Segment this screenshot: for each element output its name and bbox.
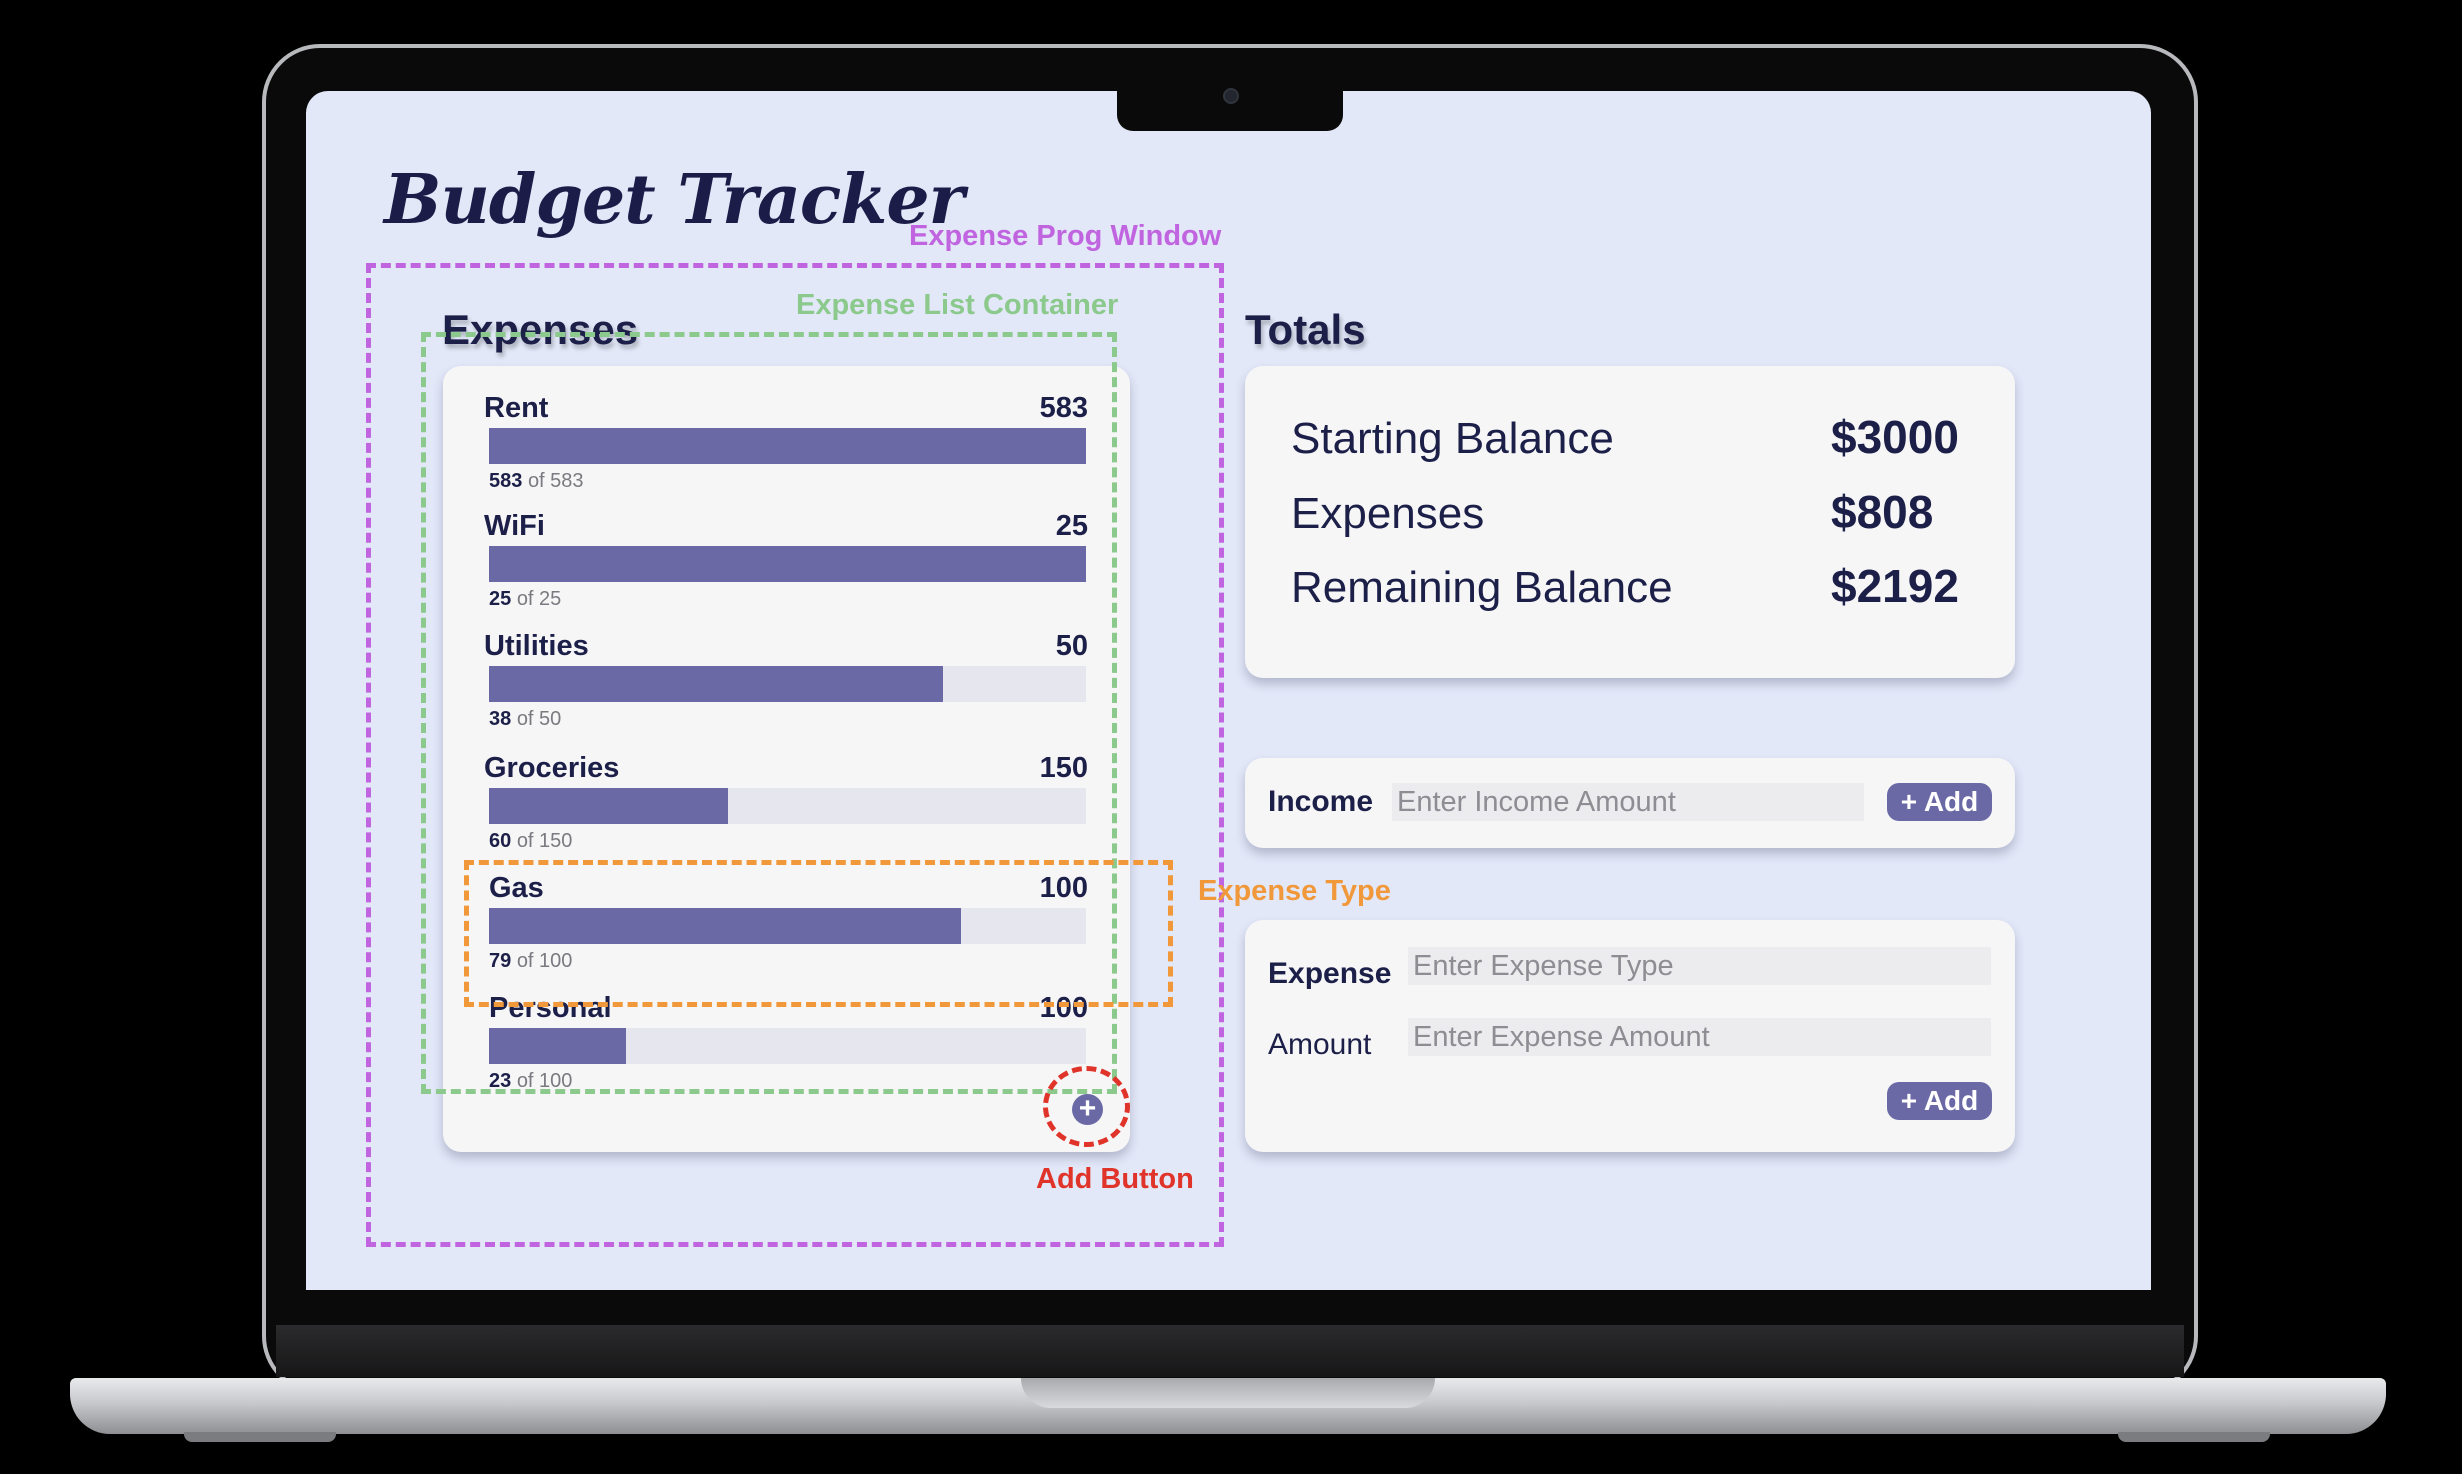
laptop-foot-left: [184, 1432, 336, 1442]
laptop-chin: [276, 1325, 2184, 1377]
expense-progress-text: 79 of 100: [489, 950, 572, 973]
expense-budget: 50: [1055, 630, 1088, 662]
expense-of-total: of 50: [516, 708, 562, 730]
expense-budget: 100: [1039, 992, 1088, 1024]
app-title: Budget Tracker: [384, 160, 965, 240]
expenses-total-value: $808: [1831, 486, 1934, 538]
expense-spent: 23: [489, 1070, 512, 1092]
expense-name: Utilities: [484, 630, 589, 662]
income-label: Income: [1268, 785, 1374, 818]
expense-prog-window-label: Expense Prog Window: [909, 220, 1222, 252]
expense-progress-text: 60 of 150: [489, 830, 572, 853]
expense-progress-text: 25 of 25: [489, 588, 561, 611]
expense-type-outline: [464, 860, 1173, 1007]
expense-list-container-label: Expense List Container: [796, 289, 1119, 321]
expense-spent: 25: [489, 588, 512, 610]
expense-of-total: of 100: [516, 1070, 573, 1092]
expense-name: Gas: [489, 872, 544, 904]
expenses-total-row: Expenses $808: [1291, 486, 1977, 549]
laptop-opening-notch: [1021, 1378, 1435, 1408]
expense-spent: 60: [489, 830, 512, 852]
add-button-annotation-label: Add Button: [1036, 1163, 1194, 1195]
expense-spent: 38: [489, 708, 512, 730]
expense-amount-label: Amount: [1268, 1028, 1372, 1061]
expense-progress-bar: [489, 1028, 1086, 1064]
starting-balance-label: Starting Balance: [1291, 414, 1614, 463]
remaining-balance-value: $2192: [1831, 560, 1959, 612]
expense-budget: 150: [1039, 752, 1088, 784]
add-expense-form-button[interactable]: + Add: [1887, 1082, 1992, 1120]
expense-of-total: of 583: [527, 470, 584, 492]
expense-list-card: [443, 366, 1130, 1152]
expense-name: WiFi: [484, 510, 545, 542]
expense-type-input[interactable]: [1408, 947, 1991, 985]
expense-spent: 583: [489, 470, 523, 492]
totals-title: Totals: [1245, 306, 1366, 353]
expense-budget: 25: [1055, 510, 1088, 542]
expense-of-total: of 25: [516, 588, 562, 610]
expense-progress-bar: [489, 666, 1086, 702]
expense-progress-text: 583 of 583: [489, 470, 584, 493]
remaining-balance-row: Remaining Balance $2192: [1291, 560, 1977, 623]
starting-balance-row: Starting Balance $3000: [1291, 411, 1977, 474]
expense-progress-fill: [489, 546, 1086, 582]
add-button-outline: [1043, 1066, 1130, 1147]
starting-balance-value: $3000: [1831, 411, 1959, 463]
expense-of-total: of 100: [516, 950, 573, 972]
expense-amount-input[interactable]: [1408, 1018, 1991, 1056]
expense-name: Personal: [489, 992, 612, 1024]
income-amount-input[interactable]: [1392, 783, 1864, 821]
expense-prog-window-outline: [366, 263, 1224, 1247]
expenses-title: Expenses: [442, 306, 639, 353]
expense-budget: 583: [1039, 392, 1088, 424]
expenses-total-label: Expenses: [1291, 489, 1485, 538]
camera-icon: [1223, 88, 1239, 104]
expense-progress-fill: [489, 788, 728, 824]
expense-progress-bar: [489, 788, 1086, 824]
expense-name: Groceries: [484, 752, 620, 784]
expense-progress-text: 23 of 100: [489, 1070, 572, 1093]
expense-budget: 100: [1039, 872, 1088, 904]
expense-type-label: Expense: [1268, 957, 1392, 990]
expense-progress-fill: [489, 666, 943, 702]
expense-name: Rent: [484, 392, 549, 424]
expense-progress-bar: [489, 908, 1086, 944]
expense-progress-fill: [489, 428, 1086, 464]
expense-progress-fill: [489, 908, 961, 944]
expense-list-container-outline: [421, 332, 1117, 1094]
expense-progress-fill: [489, 1028, 627, 1064]
laptop-foot-right: [2118, 1432, 2270, 1442]
expense-progress-text: 38 of 50: [489, 708, 561, 731]
totals-card: [1245, 366, 2015, 678]
expense-progress-bar: [489, 546, 1086, 582]
expense-of-total: of 150: [516, 830, 573, 852]
expense-type-annotation-label: Expense Type: [1198, 875, 1391, 907]
expense-spent: 79: [489, 950, 512, 972]
add-income-button[interactable]: + Add: [1887, 783, 1992, 821]
remaining-balance-label: Remaining Balance: [1291, 563, 1673, 612]
expense-progress-bar: [489, 428, 1086, 464]
